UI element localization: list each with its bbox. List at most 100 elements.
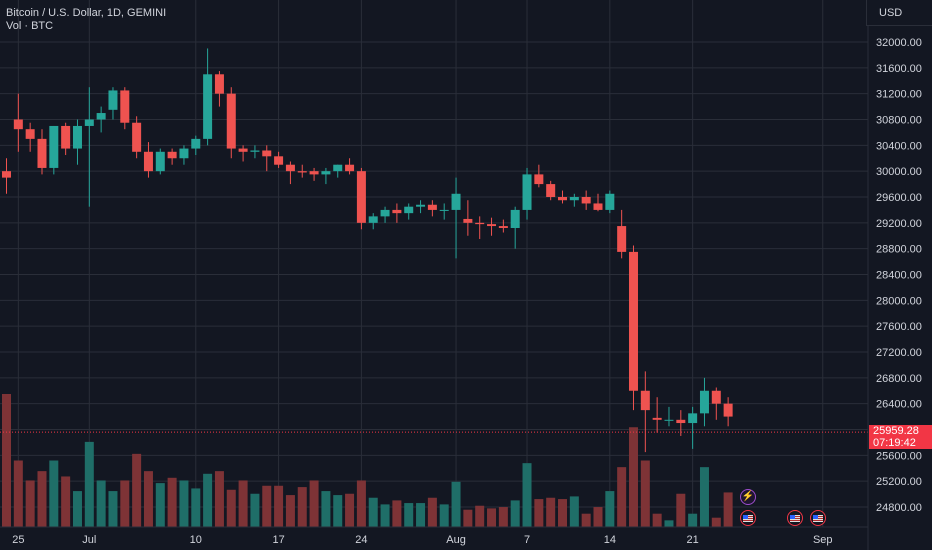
last-price-tag: 25959.28 07:19:42	[869, 425, 932, 449]
candle-body	[416, 204, 426, 207]
volume-bar	[179, 480, 189, 527]
candle-body	[640, 390, 650, 411]
candle-body	[96, 113, 106, 120]
volume-bar	[593, 507, 603, 527]
volume-bar	[617, 467, 627, 527]
volume-bar	[416, 503, 426, 527]
volume-bar	[628, 427, 638, 527]
volume-bar	[321, 491, 331, 527]
candle-body	[522, 174, 532, 210]
candle-body	[392, 209, 402, 214]
currency-button[interactable]: USD	[866, 0, 932, 26]
price-tick-label: 27200.00	[876, 347, 922, 359]
candle-body	[711, 390, 721, 404]
candle-body	[333, 164, 343, 172]
price-tick-label: 31200.00	[876, 89, 922, 101]
candle-body	[676, 419, 686, 424]
candle-body	[510, 209, 520, 228]
volume-bar	[581, 513, 591, 527]
flash-icon[interactable]: ⚡	[740, 489, 756, 505]
price-tick-label: 26400.00	[876, 399, 922, 411]
volume-bar	[2, 394, 11, 527]
candle-body	[723, 403, 733, 417]
volume-bar	[72, 491, 82, 527]
candle-body	[546, 184, 556, 197]
volume-bar	[558, 499, 568, 527]
price-tick-label: 27600.00	[876, 321, 922, 333]
time-tick-label: 21	[687, 534, 699, 546]
time-tick-label: Aug	[446, 534, 466, 546]
volume-bar	[652, 513, 662, 527]
candle-body	[699, 390, 709, 414]
volume-bar	[688, 513, 698, 527]
candle-body	[72, 125, 82, 149]
candle-body	[368, 216, 378, 223]
candle-body	[250, 150, 260, 152]
candle-body	[427, 204, 437, 210]
candle-body	[262, 150, 272, 157]
candle-body	[593, 203, 603, 210]
time-tick-label: Jul	[82, 534, 96, 546]
candle-body	[558, 197, 568, 201]
price-tick-label: 29600.00	[876, 192, 922, 204]
volume-bar	[534, 499, 544, 527]
volume-bar	[285, 495, 295, 527]
volume-bar	[640, 460, 650, 527]
candle-body	[143, 151, 153, 172]
candle-body	[664, 419, 674, 421]
candle-body	[61, 125, 71, 149]
candle-body	[203, 74, 213, 139]
candle-body	[487, 224, 497, 227]
candle-body	[274, 156, 284, 165]
volume-bar	[96, 480, 106, 527]
candle-body	[226, 93, 236, 149]
time-axis: 25 Jul 10 17 24 Aug 7 14 21 Sep	[12, 534, 832, 546]
volume-bar	[155, 483, 165, 527]
price-tick-label: 28000.00	[876, 295, 922, 307]
volume-bar	[226, 489, 236, 527]
price-tick-label: 29200.00	[876, 218, 922, 230]
candle-body	[534, 174, 544, 185]
candle-body	[155, 151, 165, 172]
time-tick-label: 7	[524, 534, 530, 546]
candle-body	[451, 193, 461, 210]
volume-bar	[191, 488, 201, 527]
volume-bar	[309, 480, 319, 527]
volume-bar	[451, 481, 461, 527]
symbol-title[interactable]: Bitcoin / U.S. Dollar, 1D, GEMINI	[6, 7, 167, 19]
volume-bar	[522, 463, 532, 527]
us-flag-icon[interactable]	[787, 510, 803, 526]
candle-body	[688, 413, 698, 424]
us-flag-icon[interactable]	[810, 510, 826, 526]
candle-body	[380, 209, 390, 217]
volume-indicator-label[interactable]: Vol · BTC	[6, 20, 54, 32]
price-tick-label: 30800.00	[876, 115, 922, 127]
bar-countdown: 07:19:42	[873, 437, 916, 449]
volume-bar	[333, 495, 343, 527]
time-tick-label: 25	[12, 534, 24, 546]
price-tick-label: 32000.00	[876, 37, 922, 49]
volume-bar	[498, 507, 508, 527]
candle-body	[2, 171, 11, 178]
volume-bar	[274, 485, 284, 527]
volume-bar	[546, 497, 556, 527]
volume-bar	[297, 487, 307, 527]
time-tick-label: 17	[272, 534, 284, 546]
candle-body	[167, 151, 177, 159]
candle-body	[285, 164, 295, 172]
volume-bar	[132, 453, 142, 527]
price-tick-label: 28400.00	[876, 270, 922, 282]
candle-body	[617, 226, 627, 252]
volume-bar	[120, 480, 130, 527]
price-tick-label: 26800.00	[876, 373, 922, 385]
volume-bar	[13, 460, 23, 527]
volume-bar	[605, 491, 615, 527]
us-flag-icon[interactable]	[740, 510, 756, 526]
volume-bar	[404, 503, 414, 527]
candle-body	[13, 119, 23, 130]
candle-body	[404, 206, 414, 214]
candle-body	[356, 171, 366, 223]
candle-body	[238, 148, 248, 152]
candle-body	[120, 90, 130, 123]
